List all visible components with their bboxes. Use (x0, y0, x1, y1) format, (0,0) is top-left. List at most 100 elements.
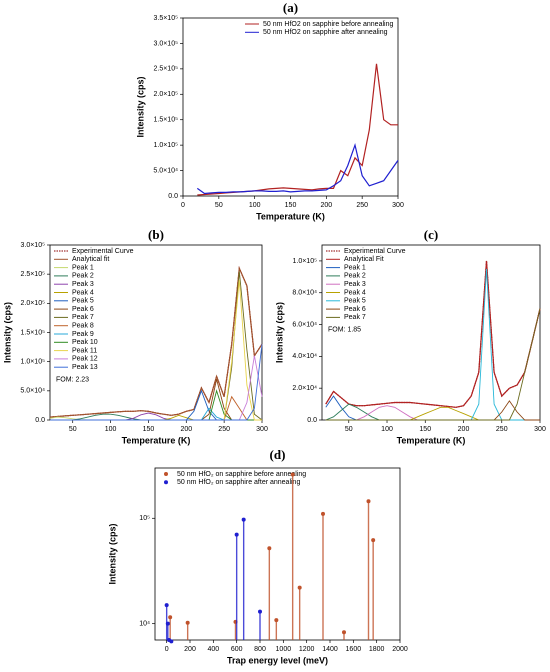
panel: (a) 0 50 100 150 200 250 300 0.0 5.0×10⁴ 1.0×10⁵ 1.… (135, 0, 404, 221)
point (290, 472, 295, 477)
legend-label: Experimental Curve (344, 248, 406, 255)
series-line (197, 63, 398, 196)
y-tick-label: 10⁴ (139, 621, 150, 628)
x-tick-label: 600 (231, 646, 243, 653)
legend-label: Analytical Fit (344, 256, 384, 263)
y-tick-label: 6.0×10⁴ (292, 321, 317, 328)
x-tick-label: 300 (534, 426, 546, 433)
x-tick-label: 150 (419, 426, 431, 433)
legend-label: Peak 9 (72, 331, 94, 338)
y-tick-label: 2.5×10⁵ (153, 66, 178, 73)
legend-label: Peak 4 (72, 289, 94, 296)
panel-title: (a) (283, 0, 298, 15)
legend-marker (164, 472, 168, 476)
legend-label: 50 nm HfO₂ on sapphire after annealing (177, 479, 300, 486)
series-line (50, 389, 262, 421)
point (169, 639, 174, 644)
x-tick-label: 200 (180, 426, 192, 433)
y-axis-label: Intensity (cps) (135, 76, 145, 137)
legend-label: Peak 10 (72, 339, 98, 346)
point (321, 511, 325, 516)
series-line (325, 406, 540, 421)
panel-title: (d) (270, 447, 286, 462)
x-tick-label: 1000 (276, 646, 292, 653)
point (164, 603, 169, 608)
x-tick-label: 300 (256, 426, 268, 433)
legend-label: 50 nm HfO2 on sapphire before annealing (263, 21, 393, 28)
legend-label: Peak 12 (72, 356, 98, 363)
x-tick-label: 50 (345, 426, 353, 433)
series-line (196, 142, 399, 195)
x-tick-label: 100 (105, 426, 117, 433)
plot-frame (182, 17, 399, 197)
x-tick-label: 50 (215, 202, 223, 209)
series-line (50, 379, 262, 421)
legend-label: Peak 3 (72, 281, 94, 288)
panel-title: (b) (148, 227, 164, 242)
y-tick-label: 4.0×10⁴ (292, 353, 317, 360)
legend-label: Peak 2 (72, 273, 94, 280)
x-axis-label: Temperature (K) (256, 211, 325, 221)
series-line (49, 265, 263, 418)
legend-label: Peak 7 (72, 314, 94, 321)
y-tick-label: 1.0×10⁵ (20, 359, 45, 366)
point (342, 630, 346, 635)
y-tick-label: 2.5×10⁵ (20, 271, 45, 278)
x-tick-label: 150 (143, 426, 155, 433)
series-line (50, 395, 262, 421)
y-tick-label: 1.5×10⁵ (153, 117, 178, 124)
x-tick-label: 200 (184, 646, 196, 653)
x-tick-label: 400 (207, 646, 219, 653)
legend-label: 50 nm HfO₂ on sapphire before annealing (177, 471, 306, 478)
y-axis-label: Intensity (cps) (274, 302, 284, 363)
x-tick-label: 0 (165, 646, 169, 653)
x-tick-label: 300 (392, 202, 404, 209)
series-line (325, 260, 541, 408)
y-tick-label: 2.0×10⁵ (153, 91, 178, 98)
x-tick-label: 2000 (392, 646, 408, 653)
x-tick-label: 250 (496, 426, 508, 433)
point (241, 517, 246, 522)
annotation: FOM: 2.23 (56, 376, 89, 383)
y-tick-label: 0.0 (307, 417, 317, 424)
legend-label: Experimental Curve (72, 248, 134, 255)
point (297, 585, 302, 590)
y-axis-label: Intensity (cps) (2, 302, 12, 363)
x-tick-label: 1400 (322, 646, 338, 653)
point (371, 538, 376, 543)
point (168, 615, 173, 620)
legend-label: Peak 4 (344, 289, 366, 296)
legend-label: Peak 5 (344, 298, 366, 305)
y-tick-label: 3.0×10⁵ (20, 242, 45, 249)
legend-label: Peak 7 (344, 314, 366, 321)
legend-marker (164, 480, 168, 485)
series-line (325, 403, 540, 421)
series-line (325, 308, 541, 421)
legend-label: 50 nm HfO2 on sapphire after annealing (263, 29, 388, 36)
panel: (d) 0 200 400 600 800 1000 1200 1400 1600 1800 2000… (107, 447, 408, 665)
point (267, 546, 272, 551)
y-tick-label: 10⁵ (139, 515, 150, 522)
legend-label: Peak 5 (72, 298, 94, 305)
point (185, 620, 190, 625)
x-tick-label: 100 (249, 202, 261, 209)
x-tick-label: 200 (458, 426, 470, 433)
y-axis-label: Intensity (cps) (107, 523, 117, 584)
y-tick-label: 1.5×10⁵ (20, 329, 45, 336)
x-tick-label: 0 (181, 202, 185, 209)
point (165, 621, 170, 626)
x-tick-label: 200 (320, 202, 332, 209)
x-axis-label: Temperature (K) (122, 435, 191, 445)
legend-label: Peak 11 (72, 347, 97, 354)
y-tick-label: 5.0×10⁴ (20, 388, 45, 395)
annotation: FOM: 1.85 (328, 327, 361, 334)
x-tick-label: 250 (218, 426, 230, 433)
legend-label: Peak 6 (344, 306, 366, 313)
legend-label: Peak 8 (72, 323, 94, 330)
legend-label: Peak 3 (344, 281, 366, 288)
x-tick-label: 50 (69, 426, 77, 433)
x-tick-label: 1600 (346, 646, 362, 653)
y-tick-label: 8.0×10⁴ (292, 290, 317, 297)
point (234, 532, 239, 537)
